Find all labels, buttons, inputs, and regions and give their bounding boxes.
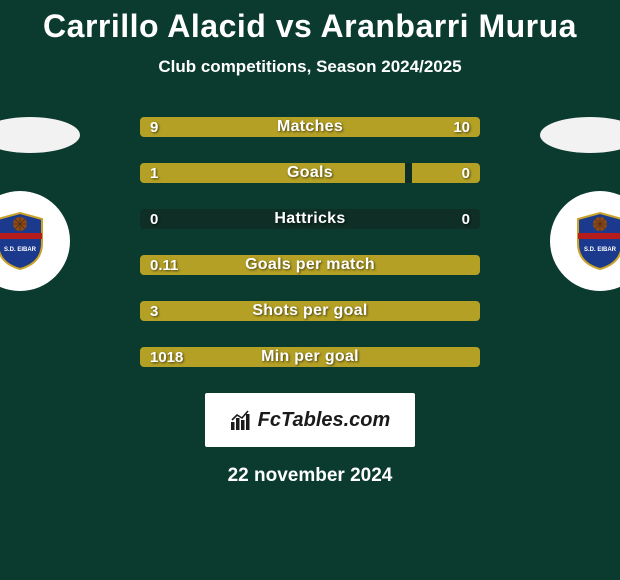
brand-text: FcTables.com bbox=[258, 409, 391, 432]
main-row: S.D. EIBAR Matches910Goals10Hattricks00G… bbox=[0, 117, 620, 367]
stat-row: Min per goal1018 bbox=[140, 347, 480, 367]
comparison-subtitle: Club competitions, Season 2024/2025 bbox=[158, 57, 461, 77]
stat-label: Goals bbox=[140, 164, 480, 182]
stat-value-left: 0 bbox=[150, 211, 158, 228]
player-right-avatar-placeholder bbox=[540, 117, 620, 153]
stat-value-right: 10 bbox=[453, 119, 470, 136]
player-right-club-badge: S.D. EIBAR bbox=[550, 191, 620, 291]
svg-text:S.D. EIBAR: S.D. EIBAR bbox=[4, 247, 37, 253]
stat-label: Matches bbox=[140, 118, 480, 136]
stat-value-left: 1018 bbox=[150, 349, 183, 366]
stat-row: Goals per match0.11 bbox=[140, 255, 480, 275]
stat-value-left: 0.11 bbox=[150, 257, 178, 274]
stat-value-left: 1 bbox=[150, 165, 158, 182]
svg-text:S.D. EIBAR: S.D. EIBAR bbox=[584, 247, 617, 253]
stat-value-right: 0 bbox=[462, 165, 470, 182]
brand-chart-icon bbox=[230, 410, 252, 430]
stat-value-left: 3 bbox=[150, 303, 158, 320]
stat-row: Hattricks0 0 bbox=[140, 209, 480, 229]
player-left-avatar-placeholder bbox=[0, 117, 80, 153]
stat-row: Matches9 10 bbox=[140, 117, 480, 137]
brand-box: FcTables.com bbox=[205, 393, 415, 447]
stat-row: Goals1 0 bbox=[140, 163, 480, 183]
comparison-title: Carrillo Alacid vs Aranbarri Murua bbox=[43, 8, 577, 45]
stat-value-left: 9 bbox=[150, 119, 158, 136]
stat-value-right: 0 bbox=[462, 211, 470, 228]
stats-bars: Matches910Goals10Hattricks00Goals per ma… bbox=[140, 117, 480, 367]
stat-row: Shots per goal3 bbox=[140, 301, 480, 321]
stat-label: Goals per match bbox=[140, 256, 480, 274]
eibar-shield-icon: S.D. EIBAR bbox=[0, 211, 46, 271]
eibar-shield-icon: S.D. EIBAR bbox=[574, 211, 620, 271]
player-right-column: S.D. EIBAR bbox=[480, 117, 600, 291]
snapshot-date: 22 november 2024 bbox=[228, 465, 393, 487]
player-left-club-badge: S.D. EIBAR bbox=[0, 191, 70, 291]
stat-label: Min per goal bbox=[140, 348, 480, 366]
player-left-column: S.D. EIBAR bbox=[20, 117, 140, 291]
stat-label: Shots per goal bbox=[140, 302, 480, 320]
stat-label: Hattricks bbox=[140, 210, 480, 228]
